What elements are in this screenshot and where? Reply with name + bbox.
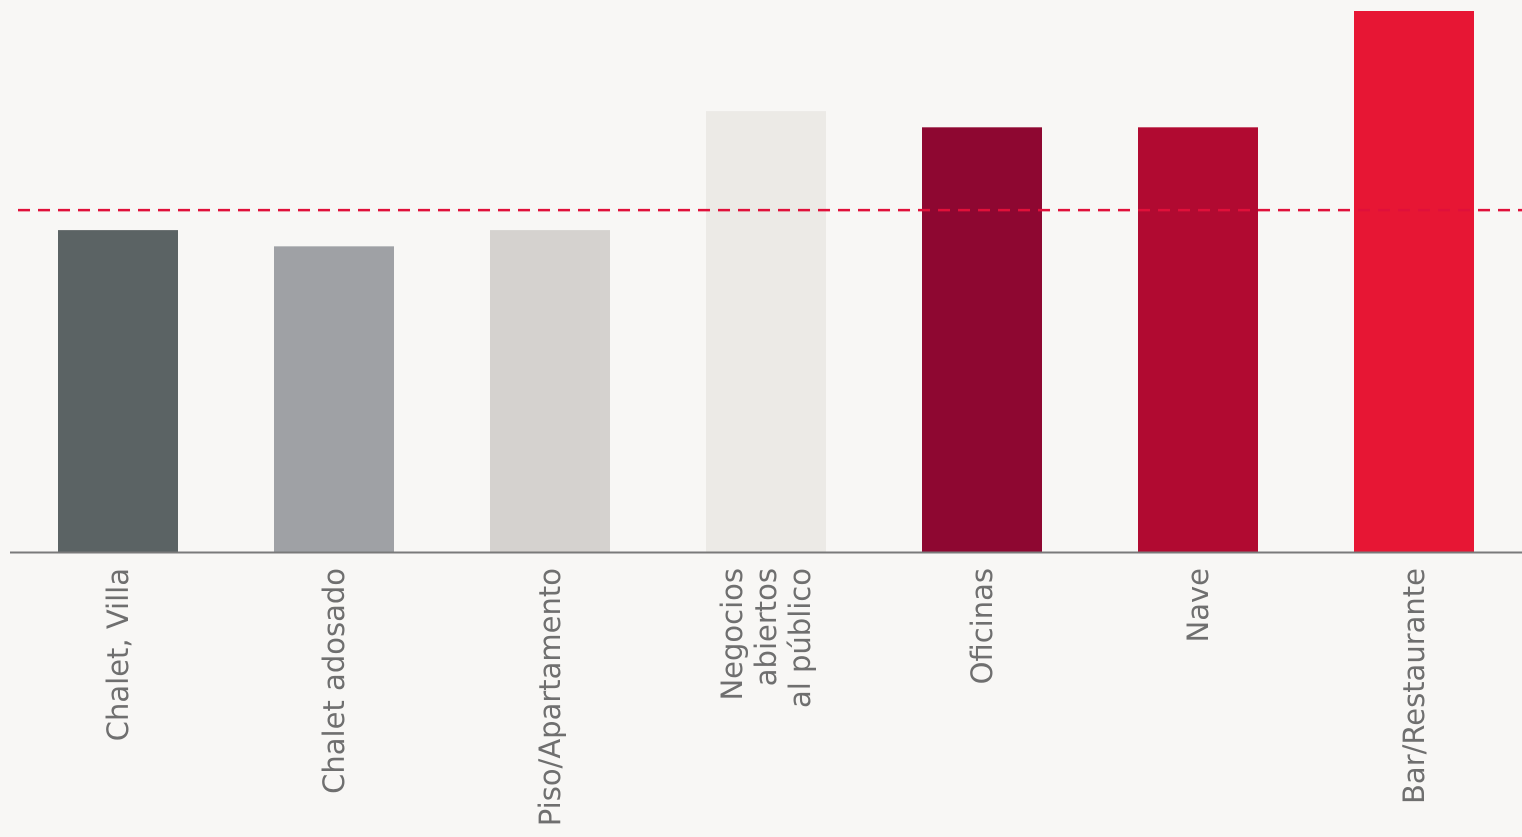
bar (490, 230, 610, 553)
tick-labels-group: Chalet, Villa Chalet adosado Piso/Apartame… (101, 568, 1431, 826)
x-tick-label: Piso/Apartamento (533, 568, 567, 826)
x-tick-label: Chalet, Villa (101, 568, 135, 741)
bar (58, 230, 178, 553)
x-tick-label: Oficinas (965, 568, 999, 684)
x-tick-label: Nave (1181, 568, 1215, 642)
x-tick-label: Negociosabiertosal público (715, 568, 817, 708)
x-tick-label: Bar/Restaurante (1397, 568, 1431, 804)
bar (1138, 127, 1258, 552)
bar (274, 246, 394, 552)
bar (922, 127, 1042, 552)
x-tick-label: Chalet adosado (317, 568, 351, 794)
bar (1354, 11, 1474, 552)
bar (706, 111, 826, 553)
bars-group (58, 11, 1474, 553)
